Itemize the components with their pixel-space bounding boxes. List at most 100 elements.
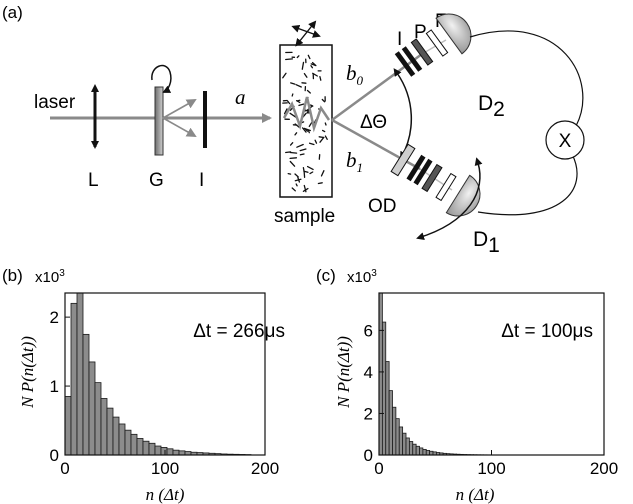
rotation-arrow [151, 64, 172, 93]
scatterer [289, 112, 297, 118]
filter-top [425, 29, 449, 57]
scatterer [289, 160, 296, 167]
diffracted-ray-down [162, 117, 197, 137]
scatterer [310, 63, 316, 66]
iris-top [394, 51, 416, 77]
scatterer [312, 72, 318, 77]
histogram-bar [419, 447, 424, 456]
panel-label-a: (a) [2, 3, 23, 22]
scatterer [285, 58, 294, 61]
histogram-bar [64, 395, 72, 456]
histogram-bar [166, 448, 174, 456]
ticks-b: 0 100 200 0 1 2 [50, 308, 280, 478]
bars-c [378, 292, 501, 456]
y-tick-label: 2 [50, 308, 59, 327]
plot-frame-c [378, 292, 605, 456]
histogram-bar [100, 398, 108, 456]
scatterer [321, 129, 326, 133]
scatterer [310, 65, 314, 69]
scatterer [307, 129, 310, 134]
scatterer [294, 132, 298, 136]
scatterer [301, 61, 305, 70]
bottom-arm-optics [390, 143, 481, 217]
plot-frame-b [64, 292, 266, 456]
annotation-b: Δt = 266μs [193, 321, 285, 342]
detector-label-D1: D1 [473, 228, 500, 257]
scatterer [302, 187, 309, 192]
od-label: OD [368, 196, 397, 217]
scatterer [308, 142, 315, 146]
x-tick-label: 200 [590, 459, 618, 478]
histogram-bar [118, 423, 126, 456]
scatterer [296, 143, 304, 148]
x-tick-label: 100 [151, 459, 179, 478]
scatterer [294, 123, 300, 128]
scatterer [285, 151, 292, 154]
grating-G [154, 86, 164, 156]
y-multiplier-c: x103 [347, 268, 377, 286]
x-axis-label-c: n (Δt) [456, 485, 495, 504]
y-axis-label-b: N P(n(Δt)) [18, 336, 37, 409]
ticks-c: 0 100 200 0 2 4 6 [364, 321, 619, 478]
histogram-bar [154, 445, 162, 456]
scatterer [307, 54, 311, 60]
scatterer [289, 151, 298, 154]
histogram-bar [136, 438, 144, 456]
scatterer [309, 171, 314, 175]
histogram-bar [178, 450, 186, 456]
y-tick-label: 2 [364, 404, 373, 423]
histogram-bar [395, 418, 400, 456]
scatterer [304, 128, 309, 132]
histogram-bar [112, 416, 120, 456]
scatterer [306, 89, 311, 94]
beam-label-b1: b1 [346, 148, 363, 175]
scatterer [303, 127, 311, 132]
setup-diagram: (a) laser L G I a sample b0 b1 [2, 3, 585, 257]
od-filter [390, 143, 416, 177]
scatterer [317, 182, 323, 185]
panel-label-c: (c) [316, 266, 336, 285]
histogram-bar [172, 449, 180, 456]
scatterer [314, 139, 318, 144]
histogram-bar [381, 321, 387, 456]
annotation-c: Δt = 100μs [501, 321, 593, 342]
scatterer [304, 109, 308, 112]
scatterer [324, 135, 328, 140]
scatterer [319, 136, 325, 143]
x-axis-label-b: n (Δt) [146, 485, 185, 504]
histogram-bar [94, 382, 102, 456]
scatterer [303, 72, 308, 78]
scatterer [290, 82, 296, 85]
histogram-bar [408, 441, 414, 456]
scatterer [306, 165, 314, 171]
grating-label: G [149, 170, 164, 191]
laser-label: laser [34, 92, 76, 113]
sample-cell [279, 44, 333, 198]
correlator-label: X [559, 131, 572, 152]
histogram-bar [385, 361, 390, 456]
histogram-bar [106, 407, 114, 456]
beam-label-a: a [235, 85, 246, 109]
scatterer [303, 170, 309, 173]
histogram-bar [405, 437, 410, 456]
x-tick-label: 0 [60, 459, 69, 478]
histogram-bar [70, 302, 78, 456]
y-tick-label: 4 [364, 363, 373, 382]
lens-label: L [88, 170, 99, 191]
histogram-bar [425, 450, 431, 456]
x-tick-label: 200 [251, 459, 279, 478]
scattering-path [282, 96, 331, 133]
histogram-b: (b) x103 N P(n(Δt)) n (Δt) Δt = 266μs 0 1… [2, 266, 285, 504]
scatterer [294, 173, 299, 178]
histogram-bar [142, 440, 150, 456]
polarization-arrows-icon [291, 20, 321, 47]
y-tick-label: 0 [364, 446, 373, 465]
scatterer [287, 172, 292, 175]
sample-label: sample [274, 206, 335, 227]
histogram-bar [76, 292, 84, 456]
scatterer [294, 178, 302, 182]
histogram-bar [398, 426, 404, 456]
histogram-bar [415, 445, 420, 456]
top-arm-optics [394, 13, 472, 77]
